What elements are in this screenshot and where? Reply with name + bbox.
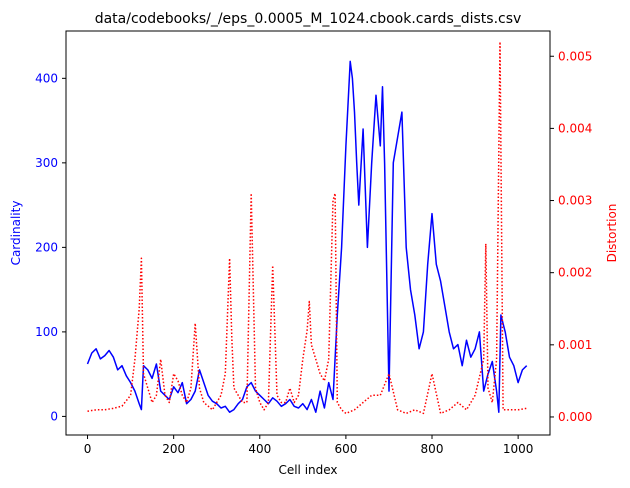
y-tick-label-right: 0.004: [558, 121, 592, 135]
x-axis-label: Cell index: [278, 463, 337, 477]
x-tick-label: 800: [421, 442, 444, 456]
y-tick-label-left: 200: [35, 240, 58, 254]
y-tick-label-left: 300: [35, 156, 58, 170]
y-axis-right: 0.000 0.001 0.002 0.003 0.004 0.005: [550, 49, 592, 424]
y-axis-label-left: Cardinality: [9, 201, 23, 266]
x-tick-label: 600: [334, 442, 357, 456]
y-tick-label-right: 0.005: [558, 49, 592, 63]
y-tick-label-right: 0.000: [558, 410, 592, 424]
axes-frame: [65, 30, 551, 436]
y-tick-label-right: 0.002: [558, 266, 592, 280]
plot-area: [86, 41, 528, 415]
x-tick-label: 0: [84, 442, 92, 456]
x-axis: 0 200 400 600 800 1000: [84, 435, 534, 456]
y-axis-label-right: Distortion: [605, 204, 619, 263]
y-tick-label-right: 0.001: [558, 338, 592, 352]
x-tick-label: 200: [162, 442, 185, 456]
y-tick-label-left: 400: [35, 71, 58, 85]
y-tick-label-right: 0.003: [558, 194, 592, 208]
y-axis-left: 0 100 200 300 400: [35, 71, 66, 423]
distortion-series-line: [87, 41, 527, 415]
y-tick-label-left: 0: [50, 409, 58, 423]
cardinality-series-line: [86, 60, 528, 413]
y-tick-label-left: 100: [35, 325, 58, 339]
x-tick-label: 400: [248, 442, 271, 456]
x-tick-label: 1000: [503, 442, 534, 456]
chart-title: data/codebooks/_/eps_0.0005_M_1024.cbook…: [95, 11, 522, 27]
